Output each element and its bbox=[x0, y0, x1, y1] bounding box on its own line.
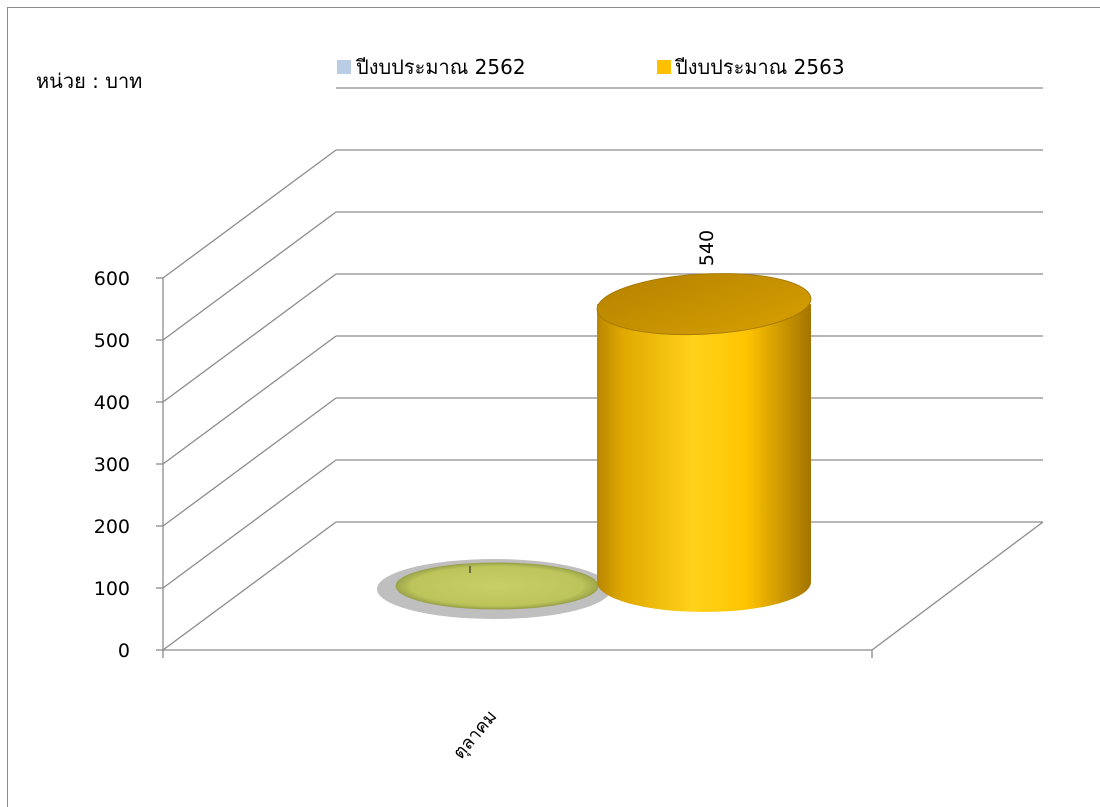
legend-swatch-2563 bbox=[657, 60, 671, 74]
y-tick-label-0: 0 bbox=[118, 640, 130, 662]
bar-2562-disk bbox=[395, 562, 599, 610]
bar-2563-top bbox=[596, 273, 812, 336]
y-tick-label-300: 300 bbox=[94, 454, 130, 476]
y-tick-label-600: 600 bbox=[94, 268, 130, 290]
bar-2562-october bbox=[377, 559, 611, 619]
unit-label: หน่วย : บาท bbox=[36, 69, 142, 93]
y-tick-label-200: 200 bbox=[94, 516, 130, 538]
y-tick-label-400: 400 bbox=[94, 392, 130, 414]
side-wall-gridline-400 bbox=[162, 273, 337, 403]
side-wall-gridline-100 bbox=[162, 459, 337, 589]
floor-right-edge bbox=[871, 521, 1044, 651]
legend-label-2563: ปีงบประมาณ 2563 bbox=[675, 55, 845, 79]
side-wall-gridline-500 bbox=[162, 211, 337, 341]
legend: ปีงบประมาณ 2562 ปีงบประมาณ 2563 bbox=[337, 55, 845, 79]
chart-grid bbox=[162, 87, 1044, 658]
chart-frame bbox=[7, 7, 1100, 807]
floor-left-edge bbox=[162, 521, 337, 651]
side-wall-gridline-600 bbox=[162, 149, 337, 279]
side-wall-gridline-300 bbox=[162, 335, 337, 465]
y-axis: 0 100 200 300 400 500 600 bbox=[94, 268, 163, 662]
legend-swatch-2562 bbox=[337, 60, 351, 74]
bar-2563-body bbox=[597, 304, 811, 612]
legend-label-2562: ปีงบประมาณ 2562 bbox=[356, 55, 526, 79]
bar-2563-data-label: 540 bbox=[696, 230, 718, 266]
y-tick-label-100: 100 bbox=[94, 578, 130, 600]
bar-2563-october: 540 bbox=[596, 230, 812, 612]
side-wall-gridline-200 bbox=[162, 397, 337, 527]
y-tick-label-500: 500 bbox=[94, 330, 130, 352]
x-tick-label-october: ตุลาคม bbox=[449, 706, 502, 763]
